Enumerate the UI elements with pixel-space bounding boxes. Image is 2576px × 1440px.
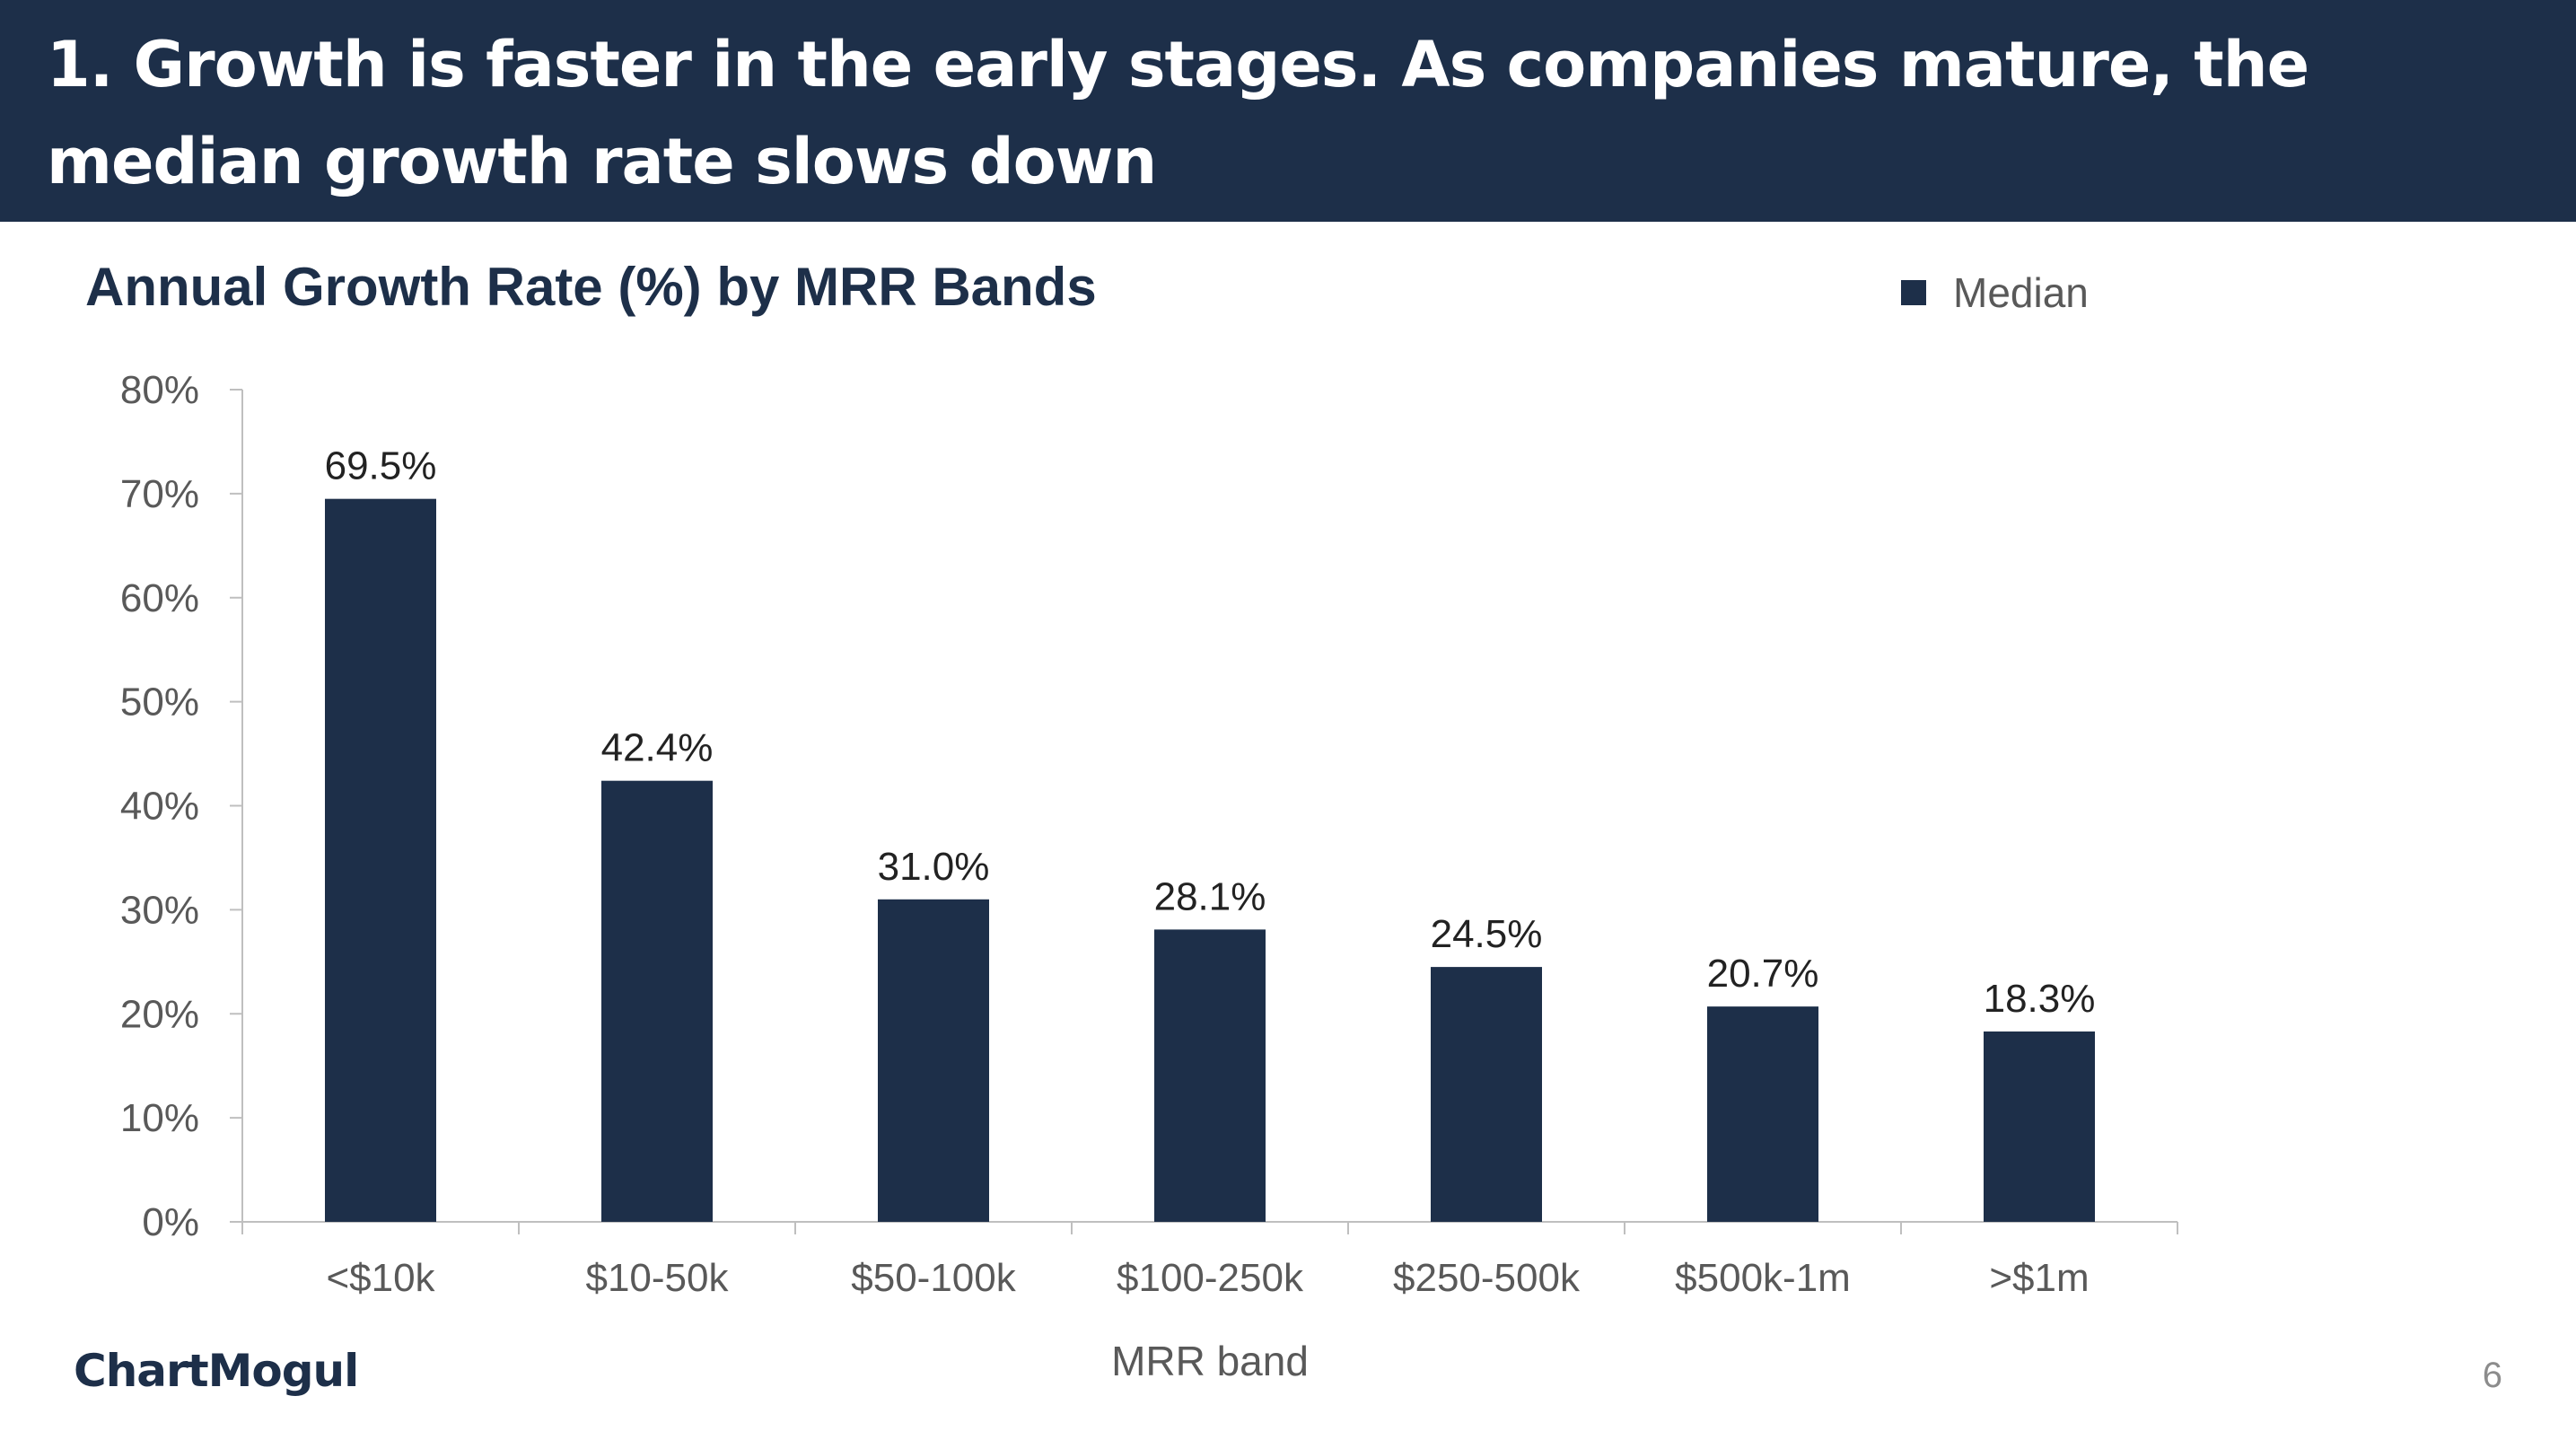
bar bbox=[1154, 929, 1266, 1222]
y-tick-label: 0% bbox=[142, 1200, 199, 1244]
chart-legend: Median bbox=[1901, 266, 2089, 320]
x-axis-title: MRR band bbox=[1111, 1338, 1309, 1384]
page-number: 6 bbox=[2482, 1356, 2502, 1395]
bar bbox=[601, 780, 713, 1222]
x-tick-label: $50-100k bbox=[851, 1256, 1016, 1300]
y-tick-label: 40% bbox=[120, 785, 199, 829]
chartmogul-logo: ChartMogul bbox=[74, 1345, 359, 1397]
y-tick-label: 30% bbox=[120, 888, 199, 932]
slide-header: 1. Growth is faster in the early stages.… bbox=[0, 0, 2576, 222]
data-label: 28.1% bbox=[1154, 874, 1266, 918]
bar bbox=[325, 498, 436, 1222]
data-label: 18.3% bbox=[1984, 977, 2096, 1021]
x-tick-label: $10-50k bbox=[585, 1256, 729, 1300]
bar bbox=[1984, 1031, 2095, 1222]
data-label: 24.5% bbox=[1431, 912, 1543, 956]
x-tick-label: >$1m bbox=[1989, 1256, 2089, 1300]
data-label: 31.0% bbox=[878, 845, 990, 889]
x-tick-label: $100-250k bbox=[1117, 1256, 1304, 1300]
y-tick-label: 70% bbox=[120, 472, 199, 516]
data-label: 42.4% bbox=[601, 726, 714, 770]
legend-label-median: Median bbox=[1953, 269, 2089, 316]
bar bbox=[1707, 1006, 1818, 1222]
x-tick-label: $500k-1m bbox=[1675, 1256, 1851, 1300]
bar bbox=[878, 899, 989, 1222]
data-label: 69.5% bbox=[325, 444, 437, 488]
slide-title: 1. Growth is faster in the early stages.… bbox=[47, 28, 2309, 198]
x-tick-label: $250-500k bbox=[1393, 1256, 1581, 1300]
chart-title: Annual Growth Rate (%) by MRR Bands bbox=[85, 257, 1097, 317]
legend-swatch-median bbox=[1901, 280, 1926, 305]
y-tick-label: 10% bbox=[120, 1096, 199, 1140]
y-tick-label: 60% bbox=[120, 576, 199, 620]
y-tick-label: 80% bbox=[120, 368, 199, 412]
y-tick-label: 50% bbox=[120, 680, 199, 724]
x-tick-label: <$10k bbox=[326, 1256, 435, 1300]
bar bbox=[1431, 967, 1542, 1222]
y-tick-label: 20% bbox=[120, 992, 199, 1036]
data-label: 20.7% bbox=[1707, 952, 1819, 996]
